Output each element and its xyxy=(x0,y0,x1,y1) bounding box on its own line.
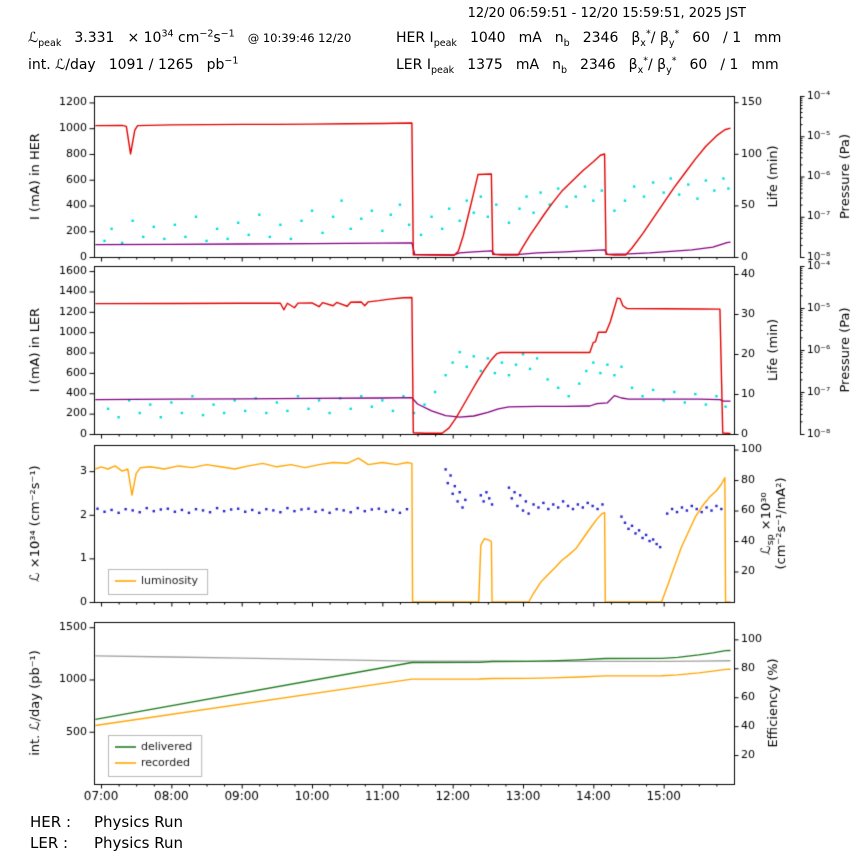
lpeak-units: × 1034 cm−2s−1 xyxy=(127,28,235,46)
ler-beta-unit: mm xyxy=(751,57,779,73)
her-mode-label: HER : xyxy=(30,813,72,831)
ler-ipeak-value: 1375 xyxy=(467,57,503,73)
peak-luminosity-row: ℒpeak 3.331 × 1034 cm−2s−1 @ 10:39:46 12… xyxy=(28,28,396,49)
ler-beta-value: 60 xyxy=(689,57,708,73)
ler-mode-value: Physics Run xyxy=(94,834,184,852)
accelerator-status-charts xyxy=(0,88,864,804)
ler-nb-label: nb xyxy=(552,57,567,76)
lpeak-time: @ 10:39:46 12/20 xyxy=(247,31,352,45)
ler-nb-value: 2346 xyxy=(579,57,616,73)
ler-ipeak-unit: mA xyxy=(515,57,540,73)
her-ipeak-unit: mA xyxy=(518,30,542,46)
her-mode-value: Physics Run xyxy=(94,813,184,831)
her-peak-row: HER Ipeak 1040 mA nb 2346 βx*/ βy* 60 / … xyxy=(396,28,782,49)
ler-ipeak-label: LER Ipeak xyxy=(396,57,455,76)
her-ipeak-value: 1040 xyxy=(469,30,506,46)
charts-area xyxy=(0,88,864,804)
her-nb-label: nb xyxy=(554,30,570,49)
her-nb-value: 2346 xyxy=(582,30,619,46)
ler-mode-label: LER : xyxy=(30,834,69,852)
lpeak-label: ℒpeak xyxy=(28,30,62,49)
intlum-units: pb−1 xyxy=(206,55,239,73)
intlum-label: int. ℒ/day xyxy=(28,57,96,73)
intlum-value: 1091 / 1265 xyxy=(108,57,194,73)
integrated-luminosity-row: int. ℒ/day 1091 / 1265 pb−1 xyxy=(28,55,396,73)
ler-beta-label: βx*/ βy* xyxy=(628,55,677,76)
date-range: 12/20 06:59:51 - 12/20 15:59:51, 2025 JS… xyxy=(467,6,746,21)
run-mode-footer: HER : Physics Run LER : Physics Run xyxy=(0,804,864,854)
her-ipeak-label: HER Ipeak xyxy=(396,30,457,49)
her-beta-label: βx*/ βy* xyxy=(631,28,680,49)
her-beta-value: 60 xyxy=(692,30,711,46)
her-beta-ratio: / 1 xyxy=(723,30,742,46)
ler-beta-ratio: / 1 xyxy=(720,57,739,73)
header: 12/20 06:59:51 - 12/20 15:59:51, 2025 JS… xyxy=(0,0,864,88)
her-beta-unit: mm xyxy=(754,30,782,46)
lpeak-value: 3.331 xyxy=(74,30,115,46)
ler-peak-row: LER Ipeak 1375 mA nb 2346 βx*/ βy* 60 / … xyxy=(396,55,779,76)
